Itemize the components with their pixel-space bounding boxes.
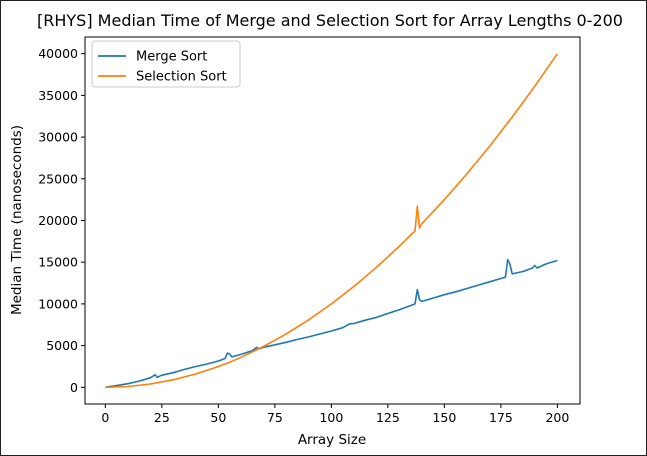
legend-label-selection-sort: Selection Sort <box>136 70 227 85</box>
legend-box <box>91 40 241 88</box>
x-tick-label: 50 <box>210 410 226 425</box>
y-axis-label: Median Time (nanoseconds) <box>9 125 25 315</box>
legend-label-merge-sort: Merge Sort <box>136 50 207 65</box>
x-tick-label: 175 <box>489 410 513 425</box>
series-line-selection-sort <box>105 53 559 389</box>
x-tick-label: 125 <box>376 410 400 425</box>
y-tick-label: 15000 <box>38 255 78 270</box>
series-line-merge-sort <box>105 258 558 389</box>
y-axis: 0 5000 10000 15000 20000 25000 30000 35000 40000 <box>38 46 85 395</box>
x-axis-label: Array Size <box>298 432 366 448</box>
series-layer <box>105 53 559 389</box>
x-tick-label: 200 <box>545 410 569 425</box>
x-tick-label: 25 <box>154 410 170 425</box>
x-axis: 0 25 50 75 100 125 150 175 200 <box>101 404 569 425</box>
y-tick-label: 30000 <box>38 130 78 145</box>
legend: Merge Sort Selection Sort <box>91 40 241 88</box>
x-tick-label: 0 <box>101 410 109 425</box>
y-tick-label: 25000 <box>38 171 78 186</box>
y-tick-label: 10000 <box>38 296 78 311</box>
y-tick-label: 0 <box>70 380 78 395</box>
y-tick-label: 20000 <box>38 213 78 228</box>
plot-area <box>84 36 581 405</box>
y-tick-label: 5000 <box>46 338 78 353</box>
x-tick-label: 75 <box>267 410 283 425</box>
x-tick-label: 100 <box>319 410 343 425</box>
y-tick-label: 40000 <box>38 46 78 61</box>
y-tick-label: 35000 <box>38 88 78 103</box>
x-tick-label: 150 <box>432 410 456 425</box>
chart-title: [RHYS] Median Time of Merge and Selectio… <box>37 11 623 30</box>
